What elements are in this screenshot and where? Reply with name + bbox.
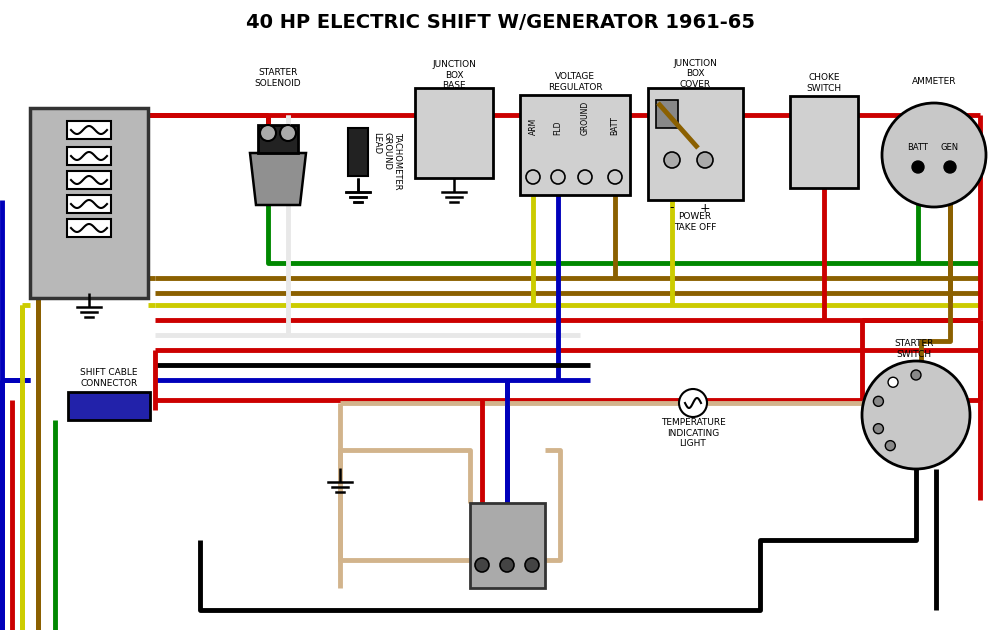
Text: CHOKE
SWITCH: CHOKE SWITCH	[806, 73, 842, 93]
Text: JUNCTION
BOX
COVER: JUNCTION BOX COVER	[673, 59, 717, 89]
Polygon shape	[250, 153, 306, 205]
Text: GEN: GEN	[941, 142, 959, 151]
Text: STARTER
SOLENOID: STARTER SOLENOID	[255, 68, 301, 88]
Circle shape	[475, 558, 489, 572]
Text: BATT: BATT	[610, 116, 620, 135]
FancyBboxPatch shape	[415, 88, 493, 178]
Circle shape	[664, 152, 680, 168]
FancyBboxPatch shape	[520, 95, 630, 195]
Circle shape	[525, 558, 539, 572]
Text: SHIFT CABLE
CONNECTOR: SHIFT CABLE CONNECTOR	[80, 369, 138, 387]
Text: JUNCTION
BOX
BASE: JUNCTION BOX BASE	[432, 60, 476, 90]
Text: TEMPERATURE
INDICATING
LIGHT: TEMPERATURE INDICATING LIGHT	[661, 418, 725, 448]
Text: -: -	[670, 202, 674, 214]
FancyBboxPatch shape	[348, 128, 368, 176]
FancyBboxPatch shape	[656, 100, 678, 128]
Text: FLD: FLD	[554, 120, 562, 135]
Text: STARTER
SWITCH: STARTER SWITCH	[894, 340, 934, 358]
FancyBboxPatch shape	[67, 195, 111, 213]
Text: 40 HP ELECTRIC SHIFT W/GENERATOR 1961-65: 40 HP ELECTRIC SHIFT W/GENERATOR 1961-65	[246, 13, 755, 32]
Circle shape	[882, 103, 986, 207]
Circle shape	[260, 125, 276, 141]
FancyBboxPatch shape	[30, 108, 148, 298]
Text: BATT: BATT	[908, 142, 928, 151]
FancyBboxPatch shape	[258, 125, 298, 153]
Circle shape	[679, 389, 707, 417]
Circle shape	[873, 396, 883, 406]
Circle shape	[551, 170, 565, 184]
Text: POWER
TAKE OFF: POWER TAKE OFF	[674, 212, 716, 232]
Circle shape	[578, 170, 592, 184]
FancyBboxPatch shape	[67, 171, 111, 189]
Text: ARM: ARM	[528, 118, 538, 135]
Circle shape	[885, 440, 895, 450]
Circle shape	[862, 361, 970, 469]
Text: +: +	[700, 202, 710, 214]
Text: TACHOMETER
GROUND
LEAD: TACHOMETER GROUND LEAD	[372, 132, 402, 190]
FancyBboxPatch shape	[67, 147, 111, 165]
Circle shape	[873, 424, 883, 433]
FancyBboxPatch shape	[648, 88, 743, 200]
FancyBboxPatch shape	[470, 503, 545, 588]
FancyBboxPatch shape	[67, 219, 111, 237]
FancyBboxPatch shape	[790, 96, 858, 188]
Circle shape	[526, 170, 540, 184]
Circle shape	[608, 170, 622, 184]
Text: GROUND: GROUND	[580, 101, 590, 135]
Circle shape	[944, 161, 956, 173]
FancyBboxPatch shape	[67, 121, 111, 139]
Circle shape	[500, 558, 514, 572]
Text: AMMETER: AMMETER	[912, 77, 956, 86]
Circle shape	[697, 152, 713, 168]
Circle shape	[911, 370, 921, 380]
Circle shape	[888, 377, 898, 387]
Circle shape	[280, 125, 296, 141]
Text: VOLTAGE
REGULATOR: VOLTAGE REGULATOR	[548, 72, 602, 92]
Circle shape	[912, 161, 924, 173]
FancyBboxPatch shape	[68, 392, 150, 420]
